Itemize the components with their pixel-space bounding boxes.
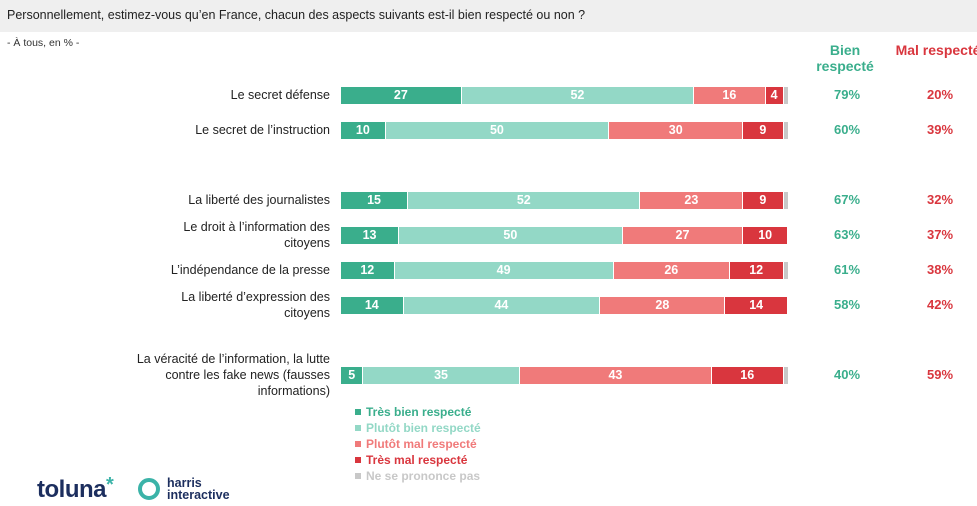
bar-segment: 13	[341, 226, 400, 244]
bar-segment: 16	[712, 366, 784, 384]
row-label: Le secret de l’instruction	[195, 123, 330, 137]
bar-segment: 27	[341, 86, 462, 104]
legend-swatch-icon	[355, 441, 361, 447]
harris-interactive-logo: harris interactive	[167, 476, 230, 502]
bar-segment: 50	[385, 121, 610, 139]
bar-segment: 35	[363, 366, 520, 384]
total-mal: 20%	[926, 87, 954, 102]
bar-segment	[783, 261, 788, 279]
bar-segment: 12	[729, 261, 784, 279]
bar-segment: 44	[403, 296, 601, 314]
total-mal: 32%	[926, 192, 954, 207]
bar-segment	[783, 121, 788, 139]
toluna-logo: toluna*	[37, 474, 114, 504]
legend-swatch-icon	[355, 457, 361, 463]
stacked-bar: 5 35 43 16	[341, 366, 788, 384]
row-label: Le droit à l’information des citoyens	[183, 220, 330, 250]
row-label: La liberté des journalistes	[188, 193, 330, 207]
bar-segment: 15	[341, 191, 409, 209]
row-label: L’indépendance de la presse	[170, 263, 330, 277]
toluna-logo-text: toluna	[37, 476, 107, 503]
total-bien: 63%	[833, 227, 861, 242]
legend-label: Plutôt bien respecté	[366, 421, 481, 435]
bar-segment: 9	[743, 191, 784, 209]
legend-item: Plutôt mal respecté	[355, 436, 481, 452]
bar-segment: 30	[609, 121, 744, 139]
row-label: La véracité de l’information, la lutte c…	[136, 352, 330, 398]
bar-segment: 4	[765, 86, 784, 104]
stacked-bar: 10 50 30 9	[341, 121, 788, 139]
column-header-mal: Mal respecté	[895, 42, 977, 58]
stacked-bar: 27 52 16 4	[341, 86, 788, 104]
stacked-bar: 12 49 26 12	[341, 261, 788, 279]
legend-label: Plutôt mal respecté	[366, 437, 477, 451]
bar-segment: 27	[622, 226, 744, 244]
bar-segment	[783, 191, 788, 209]
stacked-bar: 13 50 27 10	[341, 226, 788, 244]
harris-logo-line2: interactive	[167, 488, 230, 502]
stacked-bar: 14 44 28 14	[341, 296, 788, 314]
bar-segment: 9	[743, 121, 784, 139]
legend-item: Ne se prononce pas	[355, 468, 481, 484]
bar-segment: 52	[461, 86, 695, 104]
bar-segment	[783, 366, 788, 384]
bar-segment: 16	[694, 86, 766, 104]
total-bien: 67%	[833, 192, 861, 207]
bar-segment	[783, 86, 788, 104]
toluna-star-icon: *	[106, 474, 114, 496]
legend-swatch-icon	[355, 409, 361, 415]
total-mal: 42%	[926, 297, 954, 312]
bar-segment: 10	[743, 226, 788, 244]
question-text: Personnellement, estimez-vous qu’en Fran…	[7, 8, 586, 22]
harris-ring-icon	[138, 478, 160, 500]
legend-item: Très bien respecté	[355, 404, 481, 420]
legend-label: Ne se prononce pas	[366, 469, 481, 483]
column-header-bien: Bien respecté	[816, 42, 874, 74]
total-mal: 37%	[926, 227, 954, 242]
bar-segment: 10	[341, 121, 386, 139]
base-note: - À tous, en % -	[7, 37, 80, 49]
bar-segment: 50	[399, 226, 623, 244]
stacked-bar: 15 52 23 9	[341, 191, 788, 209]
legend-label: Très bien respecté	[366, 405, 472, 419]
total-bien: 40%	[833, 367, 861, 382]
total-bien: 58%	[833, 297, 861, 312]
bar-segment: 52	[408, 191, 641, 209]
bar-segment: 43	[519, 366, 712, 384]
legend-item: Très mal respecté	[355, 452, 481, 468]
total-bien: 60%	[833, 122, 861, 137]
bar-segment: 23	[640, 191, 744, 209]
row-label: Le secret défense	[230, 88, 330, 102]
bar-segment: 12	[341, 261, 395, 279]
total-mal: 59%	[926, 367, 954, 382]
harris-logo-line1: harris	[167, 476, 202, 490]
total-bien: 79%	[833, 87, 861, 102]
legend-swatch-icon	[355, 473, 361, 479]
bar-segment: 14	[341, 296, 404, 314]
row-label: La liberté d’expression des citoyens	[181, 290, 330, 320]
total-mal: 39%	[926, 122, 954, 137]
bar-segment: 5	[341, 366, 364, 384]
question-bar: Personnellement, estimez-vous qu’en Fran…	[0, 0, 977, 32]
chart-legend: Très bien respecté Plutôt bien respecté Pl…	[355, 404, 481, 484]
bar-segment: 26	[613, 261, 730, 279]
legend-swatch-icon	[355, 425, 361, 431]
bar-segment: 28	[600, 296, 726, 314]
legend-label: Très mal respecté	[366, 453, 468, 467]
total-mal: 38%	[926, 262, 954, 277]
legend-item: Plutôt bien respecté	[355, 420, 481, 436]
bar-segment: 49	[394, 261, 614, 279]
total-bien: 61%	[833, 262, 861, 277]
bar-segment: 14	[725, 296, 788, 314]
